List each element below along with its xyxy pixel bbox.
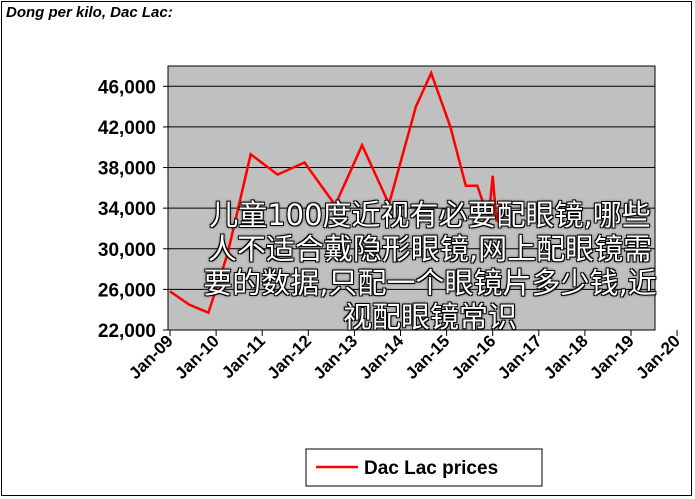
legend-label: Dac Lac prices [364,458,498,479]
x-tick-label: Jan-11 [218,331,269,382]
y-tick-label: 42,000 [98,118,156,139]
x-tick-label: Jan-13 [310,331,362,383]
chart-title: Dong per kilo, Dac Lac: [6,4,173,21]
x-tick-label: Jan-16 [448,331,500,383]
x-tick-label: Jan-12 [264,331,316,383]
y-tick-label: 30,000 [98,240,156,261]
y-axis: 22,000 26,000 30,000 34,000 38,000 42,000 46,0… [98,77,168,342]
y-tick-label: 38,000 [98,159,156,180]
x-axis: Jan-09Jan-10Jan-11Jan-12Jan-13Jan-14Jan-… [125,330,684,383]
x-tick-label: Jan-15 [402,331,454,383]
y-tick-label: 46,000 [98,77,156,98]
plot-area [167,65,656,331]
overlay-caption: 儿童100度近视有必要配眼镜,哪些人不适合戴隐形眼镜,网上配眼镜需要的数据,只配… [203,198,657,334]
x-tick-label: Jan-20 [632,331,684,383]
y-tick-label: 22,000 [98,321,156,342]
series-line-dac-lac-prices [169,69,506,315]
y-tick-label: 34,000 [98,199,156,220]
x-tick-label: Jan-14 [356,331,408,383]
x-tick-label: Jan-17 [494,331,546,383]
x-tick-label: Jan-19 [586,331,638,383]
y-tick-label: 26,000 [98,280,156,301]
legend: Dac Lac prices [305,448,543,487]
x-tick-label: Jan-18 [540,331,592,383]
x-tick-label: Jan-10 [171,331,223,383]
